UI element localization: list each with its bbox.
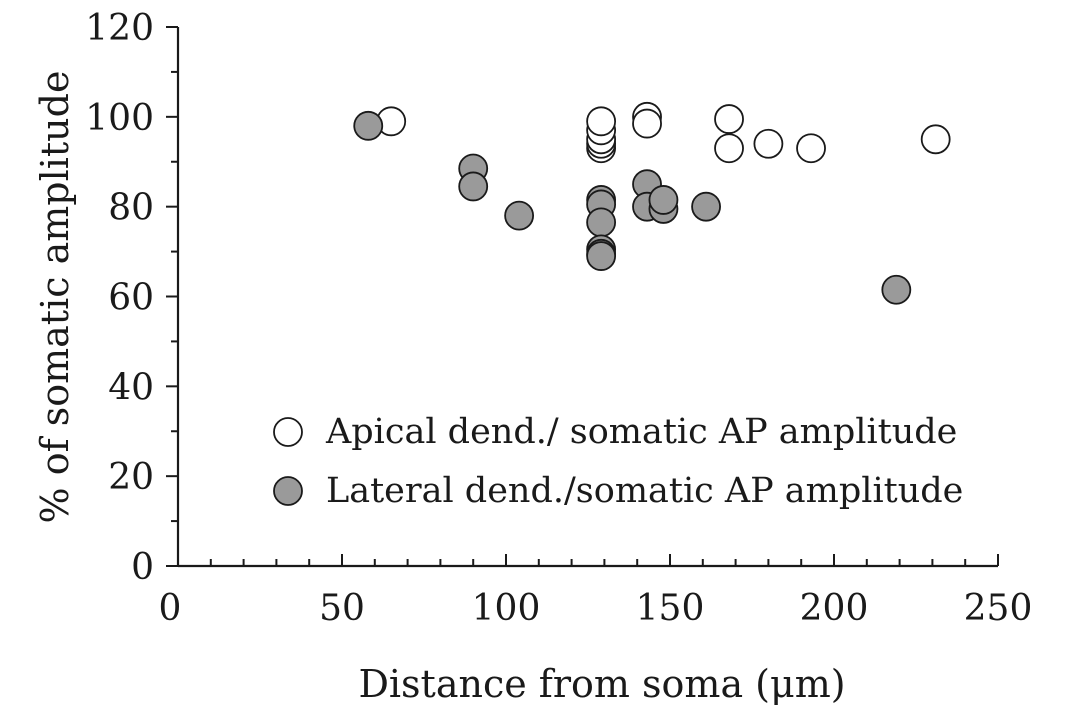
data-point (586, 241, 617, 271)
data-point (796, 133, 826, 164)
legend-label-apical: Apical dend./ somatic AP amplitude (325, 412, 957, 452)
data-point (586, 106, 617, 137)
data-point (881, 274, 912, 305)
x-tick-label: 150 (636, 588, 705, 629)
data-point (353, 110, 384, 141)
data-point (632, 108, 662, 139)
x-tick-label: 250 (964, 588, 1033, 629)
y-tick-label: 80 (108, 188, 154, 229)
data-point (753, 128, 784, 159)
legend-marker-lateral (273, 476, 303, 506)
data-point (714, 133, 744, 164)
series-lateral (353, 110, 912, 305)
x-axis-label: Distance from soma (μm) (358, 662, 845, 706)
y-axis-label: % of somatic amplitude (33, 71, 77, 524)
data-point (691, 191, 721, 222)
data-point (920, 124, 951, 155)
y-tick-label: 0 (131, 547, 154, 588)
y-tick-label: 60 (108, 278, 154, 319)
data-point (714, 104, 744, 134)
x-tick-label: 0 (159, 588, 182, 629)
y-tick-label: 120 (85, 8, 154, 49)
data-point (648, 185, 679, 215)
data-points (353, 101, 951, 305)
tick-labels: 0 20 40 60 80 100 120 0 50 100 150 200 250 (85, 8, 1032, 629)
data-point (458, 171, 489, 202)
y-tick-label: 20 (108, 457, 154, 498)
legend-marker-apical (273, 417, 303, 447)
ticks (166, 26, 999, 567)
legend-label-lateral: Lateral dend./somatic AP amplitude (326, 471, 963, 511)
legend: Apical dend./ somatic AP amplitude Later… (273, 412, 963, 511)
data-point (586, 207, 617, 238)
x-tick-label: 200 (800, 588, 869, 629)
x-tick-label: 50 (319, 588, 365, 629)
series-apical (376, 101, 951, 164)
x-tick-label: 100 (472, 588, 541, 629)
data-point (504, 200, 535, 231)
y-tick-label: 100 (85, 98, 154, 139)
y-tick-label: 40 (108, 367, 154, 408)
